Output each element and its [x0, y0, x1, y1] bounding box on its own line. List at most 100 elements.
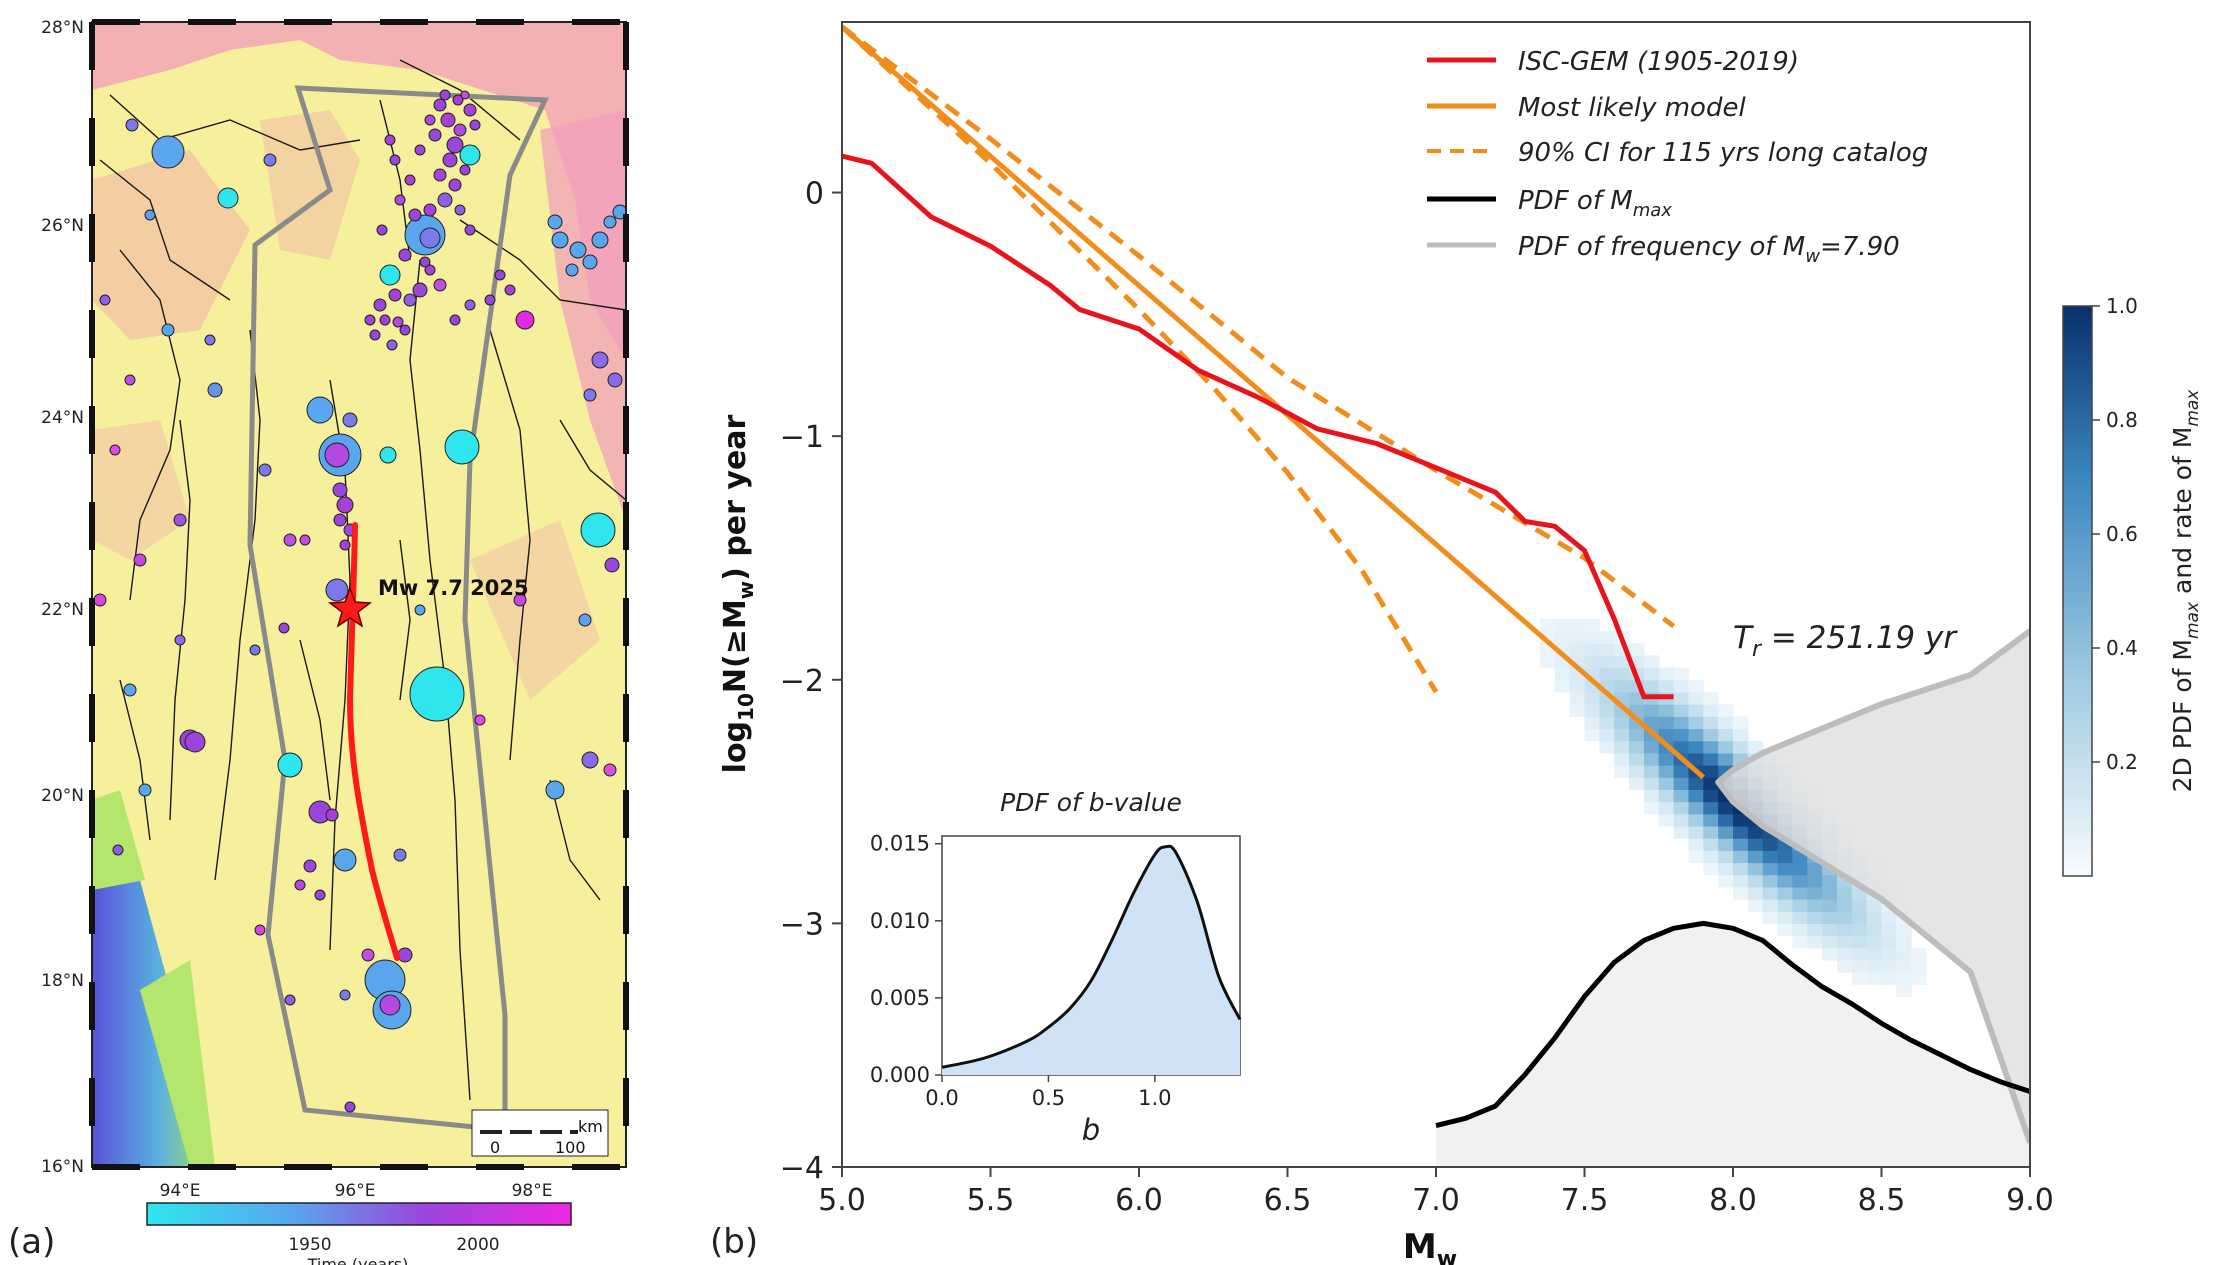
- map-border-tick: [623, 790, 629, 838]
- heatmap-cell: [1703, 765, 1719, 778]
- map-border-tick: [89, 214, 95, 262]
- heatmap-cell: [1688, 728, 1704, 742]
- heatmap-cell: [1718, 704, 1734, 717]
- epicenter-star-icon: [327, 585, 373, 628]
- heatmap-cell: [1599, 704, 1615, 717]
- legend-item: ISC-GEM (1905-2019): [1518, 47, 1799, 77]
- heatmap-cell: [1554, 631, 1571, 644]
- heatmap-cell: [1896, 972, 1912, 985]
- heatmap-cell: [1911, 959, 1927, 973]
- heatmap-cell: [1851, 959, 1868, 973]
- heatmap-cell: [1718, 825, 1734, 839]
- map-border-tick: [89, 790, 95, 838]
- heatmap-cell: [1792, 874, 1808, 888]
- panel-a-label: (a): [8, 1222, 55, 1262]
- heatmap-cell: [1851, 935, 1868, 949]
- heatmap-cell: [1569, 679, 1586, 693]
- heatmap-cell: [1807, 862, 1823, 876]
- heatmap-cell: [1599, 667, 1615, 681]
- lat-label: 20°N: [41, 786, 84, 806]
- map-border-tick: [92, 19, 140, 25]
- heatmap-cell: [1718, 716, 1734, 730]
- heatmap-cell: [1688, 740, 1704, 754]
- inset-x-tick-label: 0.5: [1032, 1086, 1065, 1110]
- heatmap-cell: [1658, 752, 1675, 766]
- heatmap-cell: [1777, 862, 1793, 876]
- heatmap-cell: [1822, 935, 1838, 949]
- heatmap-cell: [1747, 886, 1764, 900]
- series-line: [1435, 920, 2030, 1129]
- heatmap-cell: [1658, 765, 1675, 778]
- heatmap-cell: [1584, 655, 1600, 669]
- panel-b-label: (b): [710, 1222, 758, 1262]
- heatmap-cell: [1762, 899, 1779, 912]
- heatmap-cell: [1881, 923, 1897, 937]
- heatmap-cell: [1911, 947, 1927, 961]
- heatmap-cell: [1673, 813, 1690, 827]
- heatmap-cell: [1807, 935, 1823, 949]
- inset-x-label: b: [1082, 1113, 1100, 1147]
- heatmap-cell: [1688, 813, 1704, 827]
- heatmap-cell: [1539, 655, 1556, 669]
- heatmap-cell: [1822, 886, 1838, 900]
- heatmap-cell: [1703, 825, 1719, 839]
- inset-x-tick-label: 1.0: [1138, 1086, 1171, 1110]
- map-border-tick: [476, 1164, 524, 1170]
- heatmap-cell: [1911, 972, 1927, 985]
- heatmap-cell: [1881, 947, 1897, 961]
- map-border-tick: [623, 598, 629, 646]
- heatmap-cell: [1599, 643, 1615, 657]
- map-border-tick: [89, 598, 95, 646]
- lon-label: 94°E: [160, 1181, 201, 1201]
- heatmap-cell: [1614, 679, 1630, 693]
- heatmap-cell: [1569, 704, 1586, 717]
- heatmap-cell: [1836, 947, 1853, 961]
- heatmap-cell: [1747, 862, 1764, 876]
- y-tick-label: −3: [780, 907, 824, 942]
- heatmap-cell: [1643, 801, 1660, 815]
- heatmap-cell: [1629, 740, 1645, 754]
- return-period-annotation: Tr = 251.19 yr: [1733, 620, 1958, 662]
- b-value-pdf-fill: [942, 846, 1240, 1075]
- heatmap-cell: [1569, 643, 1586, 657]
- earthquake-markers: [93, 89, 626, 1113]
- colorbar-label: 2D PDF of Mmax and rate of Mmax: [2168, 389, 2203, 793]
- heatmap-cell: [1673, 765, 1690, 778]
- heatmap-cell: [1658, 667, 1675, 681]
- heatmap-cell: [1673, 704, 1690, 717]
- heatmap-cell: [1733, 874, 1749, 888]
- heatmap-cell: [1747, 874, 1764, 888]
- heatmap-cell: [1733, 813, 1749, 827]
- heatmap-cell: [1688, 801, 1704, 815]
- inset-title: PDF of b-value: [1000, 788, 1182, 817]
- series-line: [842, 24, 1676, 629]
- map-panel: Mw 7.7 2025 km 0 100 16°N 18°N 20°N 22°N…: [8, 18, 629, 1265]
- lat-label: 22°N: [41, 600, 84, 620]
- map-frame: [89, 19, 629, 1170]
- map-border-tick: [89, 694, 95, 742]
- y-tick-label: −1: [780, 420, 824, 455]
- b-value-inset: 0.0 0.5 1.0 0.000 0.005 0.010 0.015 PDF of b-v…: [870, 788, 1242, 1147]
- map-border-tick: [623, 214, 629, 262]
- heatmap-cell: [1851, 923, 1868, 937]
- heatmap-cell: [1614, 655, 1630, 669]
- y-tick-label: −2: [780, 664, 824, 699]
- heatmap-cell: [1584, 716, 1600, 730]
- svg-text:100: 100: [555, 1138, 586, 1157]
- heatmap-cell: [1584, 631, 1600, 644]
- colorbar-tick-label: 0.4: [2106, 636, 2138, 660]
- x-axis: 5.0 5.5 6.0 6.5 7.0 7.5 8.0 8.5 9.0: [818, 1167, 2054, 1218]
- heatmap-cell: [1718, 862, 1734, 876]
- heatmap-cell: [1822, 947, 1838, 961]
- heatmap-cell: [1643, 777, 1660, 790]
- heatmap-cell: [1658, 704, 1675, 717]
- heatmap-cell: [1792, 862, 1808, 876]
- x-tick-label: 6.5: [1264, 1183, 1312, 1218]
- heatmap-cell: [1792, 899, 1808, 912]
- heatmap-cell: [1584, 618, 1600, 632]
- heatmap-cell: [1807, 923, 1823, 937]
- heatmap-cell: [1807, 911, 1823, 924]
- lat-label: 16°N: [41, 1157, 84, 1177]
- heatmap-cell: [1866, 935, 1883, 949]
- heatmap-cell: [1629, 765, 1645, 778]
